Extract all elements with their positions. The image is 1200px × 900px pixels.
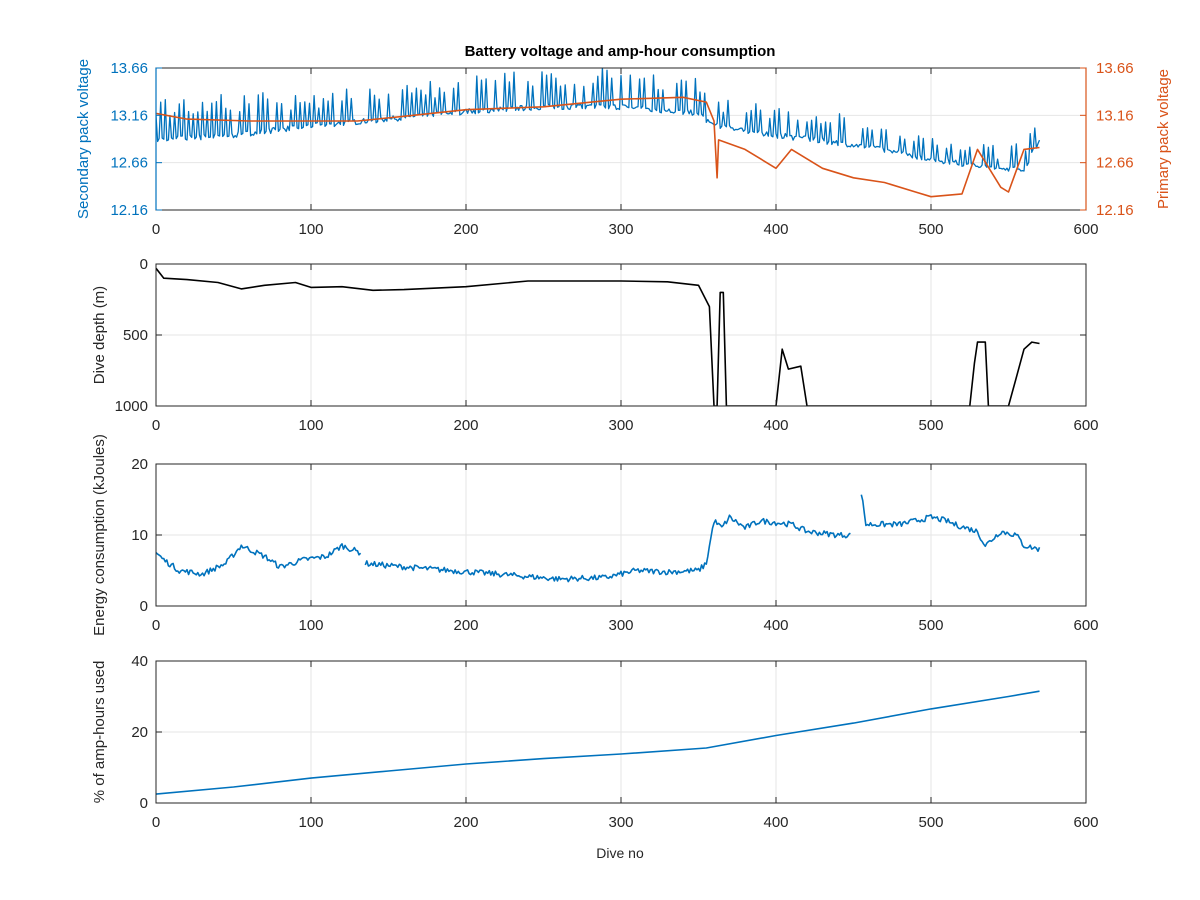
x-tick-label: 500 [918, 814, 943, 831]
x-tick-label: 200 [453, 617, 478, 634]
x-tick-label: 100 [298, 617, 323, 634]
y-tick-label: 0 [140, 795, 148, 812]
y-tick-label: 13.66 [110, 60, 148, 77]
x-tick-label: 300 [608, 221, 633, 238]
plot-area [156, 267, 1040, 406]
x-tick-label: 400 [763, 417, 788, 434]
y-axis-label: Dive depth (m) [91, 286, 108, 384]
x-tick-label: 300 [608, 417, 633, 434]
x-tick-label: 0 [152, 417, 160, 434]
y-axis-label: Secondary pack voltage [75, 59, 92, 219]
plot-area [156, 494, 1041, 583]
y-tick-label: 500 [123, 327, 148, 344]
x-tick-label: 600 [1073, 814, 1098, 831]
x-tick-label: 600 [1073, 221, 1098, 238]
x-tick-label: 400 [763, 221, 788, 238]
y-tick-label: 10 [131, 527, 148, 544]
y-tick-label: 40 [131, 653, 148, 670]
y-tick-label: 12.16 [110, 202, 148, 219]
y-tick-label-right: 12.16 [1096, 202, 1134, 219]
y-tick-label: 12.66 [110, 155, 148, 172]
panel-depth: 0 100 200 300 400 500 600 0 500 1000 Dive depth (m… [91, 256, 1099, 434]
figure-title: Battery voltage and amp-hour consumption [465, 43, 776, 60]
x-tick-label: 200 [453, 221, 478, 238]
y-axis-label: Energy consumption (kJoules) [91, 434, 108, 636]
x-tick-label: 400 [763, 617, 788, 634]
panel-energy: 0 100 200 300 400 500 600 0 10 20 Energy consumpti… [91, 434, 1099, 636]
x-tick-label: 100 [298, 221, 323, 238]
y-tick-label: 13.16 [110, 107, 148, 124]
x-tick-label: 300 [608, 814, 633, 831]
x-tick-label: 500 [918, 417, 943, 434]
panels: 0 100 200 300 400 500 60012.1612.6613.1613.661… [75, 59, 1172, 831]
y-tick-label: 0 [140, 256, 148, 273]
y-tick-label-right: 13.16 [1096, 107, 1134, 124]
x-axis-label: Dive no [596, 845, 644, 861]
x-tick-label: 300 [608, 617, 633, 634]
y-tick-label-right: 12.66 [1096, 155, 1134, 172]
y-tick-label-right: 13.66 [1096, 60, 1134, 77]
y-axis-label-right: Primary pack voltage [1155, 69, 1172, 209]
x-tick-label: 200 [453, 814, 478, 831]
x-tick-label: 500 [918, 617, 943, 634]
series-depth-0 [156, 267, 1040, 406]
plot-area [156, 690, 1040, 795]
panel-amphours: 0 100 200 300 400 500 600 0 20 40 % of amp-hours u… [91, 653, 1099, 831]
panel-voltage: 0 100 200 300 400 500 600 12.16 12.66 13.16 13.66 1… [75, 59, 1172, 238]
x-tick-label: 100 [298, 417, 323, 434]
y-tick-label: 0 [140, 598, 148, 615]
y-tick-label: 1000 [115, 398, 148, 415]
x-tick-label: 0 [152, 221, 160, 238]
series-energy-0 [156, 494, 1041, 583]
x-tick-label: 0 [152, 617, 160, 634]
x-tick-label: 600 [1073, 417, 1098, 434]
series-voltage-0 [156, 68, 1041, 172]
x-tick-label: 0 [152, 814, 160, 831]
x-tick-label: 500 [918, 221, 943, 238]
plot-area [156, 68, 1041, 198]
x-tick-label: 200 [453, 417, 478, 434]
x-tick-label: 600 [1073, 617, 1098, 634]
y-axis-label: % of amp-hours used [91, 661, 108, 804]
x-tick-label: 100 [298, 814, 323, 831]
series-amphours-0 [156, 690, 1040, 795]
y-tick-label: 20 [131, 724, 148, 741]
series-voltage-1 [156, 96, 1040, 198]
x-tick-label: 400 [763, 814, 788, 831]
y-tick-label: 20 [131, 456, 148, 473]
